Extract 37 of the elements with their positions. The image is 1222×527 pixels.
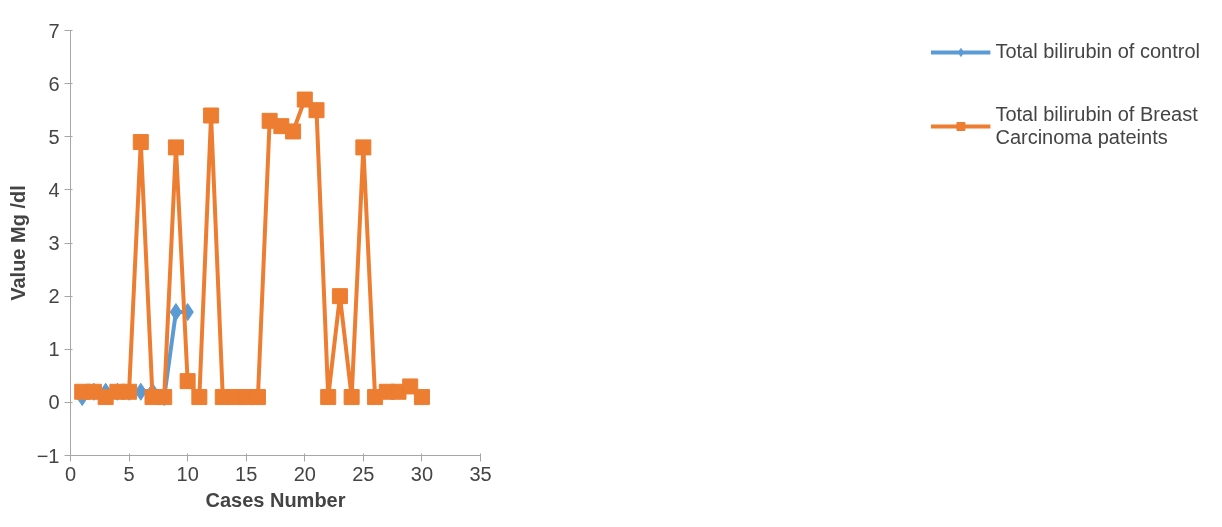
x-tick-label: 5 <box>123 462 135 485</box>
y-tick-label: 2 <box>48 285 60 308</box>
x-tick-label: 25 <box>352 462 375 485</box>
y-tick-label: 5 <box>48 125 60 148</box>
y-tick-label: 3 <box>48 232 60 254</box>
point <box>355 139 372 156</box>
y-tick-label: 6 <box>48 72 60 95</box>
point <box>343 389 360 406</box>
point <box>320 389 337 406</box>
point <box>191 389 208 406</box>
legend-label: Total bilirubin of control <box>995 40 1200 63</box>
x-tick-label: 10 <box>176 462 199 485</box>
y-tick-label: 0 <box>48 391 60 414</box>
point <box>167 139 184 156</box>
y-tick-label: −1 <box>36 444 60 467</box>
x-tick-label: 0 <box>64 462 77 485</box>
x-tick-label: 20 <box>293 462 316 485</box>
y-axis-title: Value Mg /dl <box>6 185 29 301</box>
point <box>179 373 196 390</box>
point <box>308 102 325 119</box>
point <box>203 107 220 124</box>
point <box>285 123 302 140</box>
y-tick-label: 7 <box>48 19 60 42</box>
point <box>249 389 266 406</box>
x-axis-title: Cases Number <box>205 488 346 511</box>
point <box>169 303 183 322</box>
x-tick-label: 35 <box>469 462 492 485</box>
y-tick-label: 4 <box>48 178 60 201</box>
point <box>331 288 348 305</box>
y-tick-label: 1 <box>48 338 60 361</box>
point <box>132 134 149 151</box>
x-tick-label: 30 <box>410 462 434 485</box>
point <box>296 91 313 108</box>
x-tick-label: 15 <box>235 462 258 485</box>
point <box>413 389 430 406</box>
legend-label: Total bilirubin of Breast Carcinoma pateints <box>995 103 1198 149</box>
point <box>402 378 419 395</box>
